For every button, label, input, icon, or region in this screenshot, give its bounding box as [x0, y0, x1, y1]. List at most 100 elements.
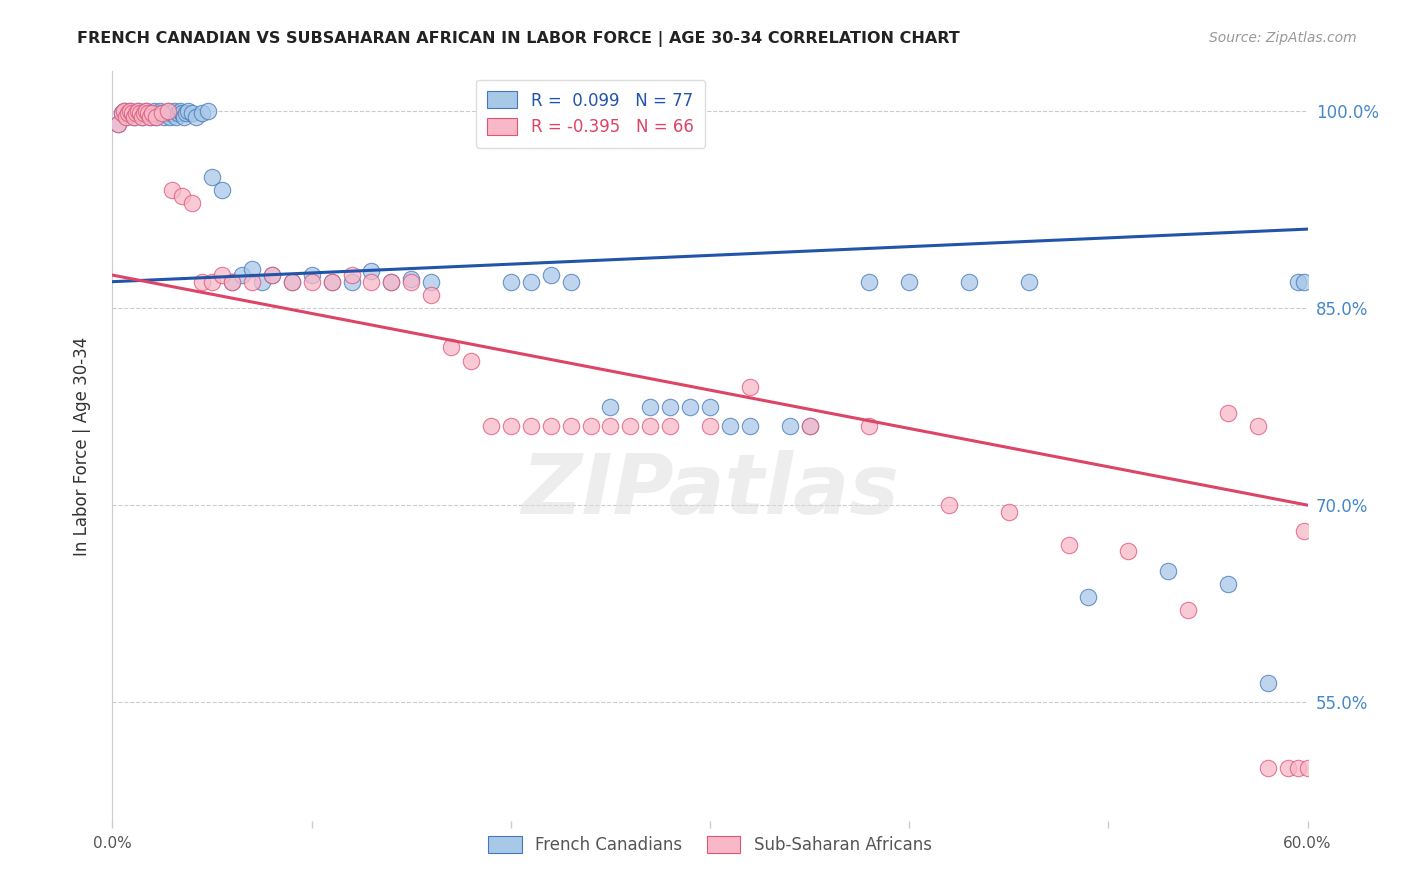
Point	[211, 268, 233, 282]
Point	[659, 419, 682, 434]
Point	[281, 275, 304, 289]
Point	[240, 261, 263, 276]
Point	[1216, 577, 1239, 591]
Point	[738, 419, 761, 434]
Point	[360, 264, 382, 278]
Point	[150, 106, 173, 120]
Point	[779, 419, 801, 434]
Point	[120, 103, 142, 118]
Point	[799, 419, 821, 434]
Point	[163, 103, 186, 118]
Point	[134, 106, 156, 120]
Point	[619, 419, 641, 434]
Point	[139, 111, 162, 125]
Point	[191, 106, 214, 120]
Point	[281, 275, 304, 289]
Point	[301, 275, 323, 289]
Point	[115, 111, 138, 125]
Point	[699, 400, 721, 414]
Point	[181, 106, 204, 120]
Point	[221, 275, 243, 289]
Point	[127, 103, 149, 118]
Text: Source: ZipAtlas.com: Source: ZipAtlas.com	[1209, 31, 1357, 45]
Point	[114, 103, 135, 118]
Point	[1286, 275, 1309, 289]
Point	[1216, 406, 1239, 420]
Point	[718, 419, 741, 434]
Point	[1292, 275, 1315, 289]
Point	[138, 106, 160, 120]
Point	[124, 111, 146, 125]
Point	[131, 111, 153, 125]
Point	[145, 111, 167, 125]
Point	[1277, 761, 1299, 775]
Point	[167, 106, 190, 120]
Point	[143, 103, 166, 118]
Point	[1018, 275, 1040, 289]
Text: FRENCH CANADIAN VS SUBSAHARAN AFRICAN IN LABOR FORCE | AGE 30-34 CORRELATION CHA: FRENCH CANADIAN VS SUBSAHARAN AFRICAN IN…	[77, 31, 960, 47]
Point	[124, 111, 146, 125]
Point	[401, 275, 423, 289]
Point	[738, 380, 761, 394]
Point	[125, 106, 148, 120]
Point	[560, 419, 582, 434]
Point	[321, 275, 343, 289]
Point	[201, 275, 224, 289]
Y-axis label: In Labor Force | Age 30-34: In Labor Force | Age 30-34	[73, 336, 91, 556]
Point	[157, 103, 180, 118]
Point	[174, 106, 197, 120]
Point	[540, 268, 562, 282]
Point	[201, 169, 224, 184]
Point	[360, 275, 382, 289]
Point	[172, 106, 194, 120]
Point	[141, 106, 163, 120]
Point	[420, 275, 443, 289]
Point	[139, 111, 162, 125]
Point	[138, 106, 160, 120]
Point	[479, 419, 502, 434]
Point	[107, 117, 129, 131]
Point	[440, 340, 463, 354]
Point	[858, 419, 880, 434]
Point	[1057, 538, 1080, 552]
Point	[321, 275, 343, 289]
Point	[938, 498, 960, 512]
Point	[499, 419, 522, 434]
Point	[141, 106, 163, 120]
Point	[599, 400, 621, 414]
Point	[640, 419, 662, 434]
Point	[250, 275, 273, 289]
Point	[191, 275, 214, 289]
Point	[114, 103, 135, 118]
Point	[260, 268, 283, 282]
Point	[121, 106, 143, 120]
Point	[380, 275, 402, 289]
Point	[117, 106, 139, 120]
Point	[107, 117, 129, 131]
Point	[1296, 761, 1319, 775]
Point	[129, 106, 152, 120]
Point	[301, 268, 323, 282]
Point	[157, 103, 180, 118]
Point	[120, 103, 142, 118]
Point	[127, 103, 149, 118]
Point	[579, 419, 602, 434]
Point	[131, 111, 153, 125]
Point	[898, 275, 921, 289]
Point	[177, 103, 200, 118]
Point	[1247, 419, 1270, 434]
Point	[172, 189, 194, 203]
Point	[145, 111, 167, 125]
Point	[659, 400, 682, 414]
Point	[520, 275, 543, 289]
Point	[111, 106, 134, 120]
Point	[181, 195, 204, 210]
Point	[159, 111, 181, 125]
Point	[420, 288, 443, 302]
Point	[1177, 603, 1199, 617]
Point	[340, 268, 363, 282]
Point	[111, 106, 134, 120]
Point	[186, 111, 208, 125]
Point	[129, 106, 152, 120]
Point	[1157, 564, 1180, 578]
